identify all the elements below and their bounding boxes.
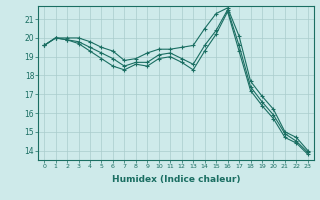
X-axis label: Humidex (Indice chaleur): Humidex (Indice chaleur) <box>112 175 240 184</box>
